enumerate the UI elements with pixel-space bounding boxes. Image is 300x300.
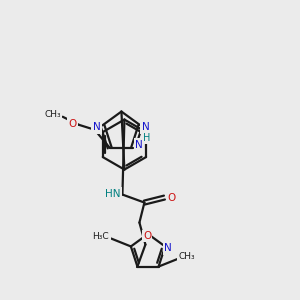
Text: CH₃: CH₃ [178, 252, 195, 261]
Text: N: N [135, 140, 143, 150]
Text: CH₃: CH₃ [44, 110, 61, 119]
Text: H: H [143, 133, 151, 143]
Text: N: N [142, 122, 149, 132]
Text: N: N [92, 122, 100, 132]
Text: H₃C: H₃C [93, 232, 109, 241]
Text: O: O [167, 193, 175, 202]
Text: O: O [143, 231, 151, 241]
Text: O: O [68, 119, 77, 129]
Text: N: N [164, 243, 172, 254]
Text: HN: HN [105, 189, 120, 199]
